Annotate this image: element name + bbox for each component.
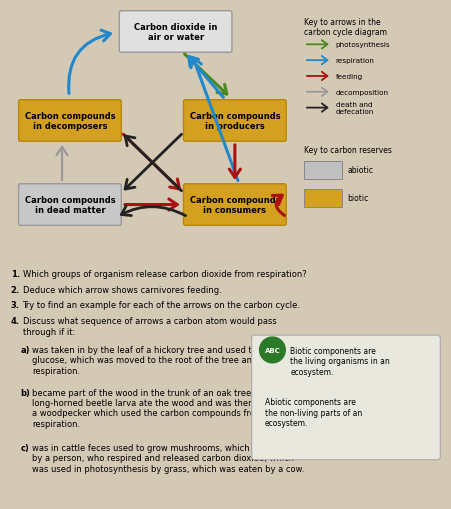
FancyBboxPatch shape xyxy=(184,184,286,226)
FancyArrowPatch shape xyxy=(272,196,285,216)
Text: abiotic: abiotic xyxy=(347,166,373,175)
Text: Biotic components are
the living organisms in an
ecosystem.: Biotic components are the living organis… xyxy=(290,346,390,376)
Text: Carbon dioxide in
air or water: Carbon dioxide in air or water xyxy=(134,23,217,42)
Text: Carbon compounds
in dead matter: Carbon compounds in dead matter xyxy=(25,195,115,215)
FancyBboxPatch shape xyxy=(120,12,232,53)
Text: was taken in by the leaf of a hickory tree and used to make
glucose, which was m: was taken in by the leaf of a hickory tr… xyxy=(32,345,291,375)
Text: Discuss what sequence of arrows a carbon atom would pass
through if it:: Discuss what sequence of arrows a carbon… xyxy=(23,317,276,336)
FancyArrowPatch shape xyxy=(123,135,179,189)
Text: respiration: respiration xyxy=(336,58,374,64)
Circle shape xyxy=(260,337,285,363)
Text: a): a) xyxy=(21,345,30,354)
FancyBboxPatch shape xyxy=(18,184,121,226)
Text: Carbon compounds
in producers: Carbon compounds in producers xyxy=(189,111,280,131)
Text: biotic: biotic xyxy=(347,194,369,203)
FancyBboxPatch shape xyxy=(18,100,121,142)
FancyArrowPatch shape xyxy=(191,59,238,181)
Text: Carbon compounds
in decomposers: Carbon compounds in decomposers xyxy=(25,111,115,131)
Text: Key to arrows in the
carbon cycle diagram: Key to arrows in the carbon cycle diagra… xyxy=(304,18,387,37)
FancyArrowPatch shape xyxy=(125,135,181,190)
FancyArrowPatch shape xyxy=(307,41,327,49)
Text: photosynthesis: photosynthesis xyxy=(336,42,390,48)
FancyBboxPatch shape xyxy=(184,100,286,142)
Text: 4.: 4. xyxy=(11,317,20,326)
Text: 1.: 1. xyxy=(11,269,20,278)
Text: 2.: 2. xyxy=(11,285,20,294)
FancyArrowPatch shape xyxy=(189,58,223,98)
FancyArrowPatch shape xyxy=(125,200,177,211)
Text: b): b) xyxy=(21,388,30,397)
FancyBboxPatch shape xyxy=(304,162,341,180)
Text: Carbon compounds
in consumers: Carbon compounds in consumers xyxy=(189,195,280,215)
FancyArrowPatch shape xyxy=(56,148,68,181)
FancyBboxPatch shape xyxy=(252,335,440,460)
FancyArrowPatch shape xyxy=(184,55,227,95)
FancyArrowPatch shape xyxy=(307,57,327,65)
Text: Key to carbon reserves: Key to carbon reserves xyxy=(304,146,392,155)
FancyArrowPatch shape xyxy=(307,73,327,81)
FancyBboxPatch shape xyxy=(304,189,341,207)
Text: death and
defecation: death and defecation xyxy=(336,102,374,115)
Text: Which groups of organism release carbon dioxide from respiration?: Which groups of organism release carbon … xyxy=(23,269,306,278)
FancyArrowPatch shape xyxy=(121,206,186,216)
Text: ABC: ABC xyxy=(265,347,280,353)
FancyArrowPatch shape xyxy=(229,146,240,178)
Text: c): c) xyxy=(21,443,29,452)
Text: Deduce which arrow shows carnivores feeding.: Deduce which arrow shows carnivores feed… xyxy=(23,285,221,294)
Text: Abiotic components are
the non-living parts of an
ecosystem.: Abiotic components are the non-living pa… xyxy=(265,398,362,428)
Text: 3.: 3. xyxy=(11,301,20,310)
FancyArrowPatch shape xyxy=(307,89,327,97)
Text: was in cattle feces used to grow mushrooms, which were eaten
by a person, who re: was in cattle feces used to grow mushroo… xyxy=(32,443,305,473)
Text: decomposition: decomposition xyxy=(336,90,389,96)
FancyArrowPatch shape xyxy=(125,137,181,191)
Text: became part of the wood in the trunk of an oak tree and a
long-horned beetle lar: became part of the wood in the trunk of … xyxy=(32,388,294,428)
FancyArrowPatch shape xyxy=(307,104,327,112)
Text: Try to find an example for each of the arrows on the carbon cycle.: Try to find an example for each of the a… xyxy=(23,301,300,310)
Text: feeding: feeding xyxy=(336,74,363,80)
FancyArrowPatch shape xyxy=(69,31,110,94)
